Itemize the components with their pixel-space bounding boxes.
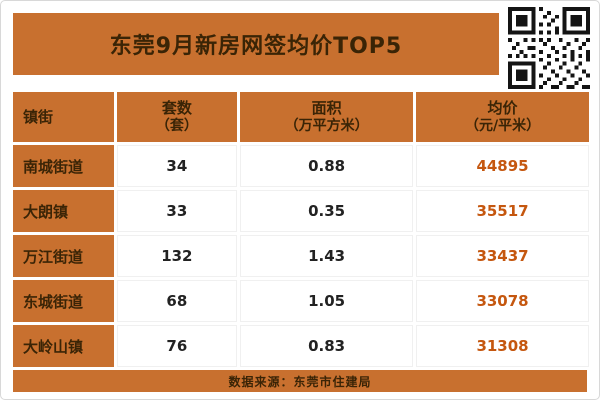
units-cell: 76: [116, 325, 238, 367]
town-cell: 大朗镇: [13, 190, 114, 232]
price-table: 镇街 套数 （套） 面积 （万平方米） 均价 （元/平米） 南城街道 34: [10, 89, 592, 370]
area-cell: 0.88: [240, 145, 414, 187]
column-header-label: 套数: [161, 98, 192, 117]
area-cell: 0.83: [240, 325, 414, 367]
town-cell: 东城街道: [13, 280, 114, 322]
column-header-unit-label: （套）: [155, 117, 198, 134]
town-cell: 万江街道: [13, 235, 114, 277]
town-cell: 大岭山镇: [13, 325, 114, 367]
column-header-label: 镇街: [23, 107, 54, 126]
table-row: 万江街道 132 1.43 33437: [13, 235, 589, 277]
price-cell: 33437: [416, 235, 589, 277]
header-section: 东莞9月新房网签均价TOP5: [10, 7, 590, 89]
units-cell: 132: [116, 235, 238, 277]
table-row: 大岭山镇 76 0.83 31308: [13, 325, 589, 367]
area-cell: 1.43: [240, 235, 414, 277]
price-cell: 44895: [416, 145, 589, 187]
page-title: 东莞9月新房网签均价TOP5: [109, 34, 403, 59]
units-cell: 68: [116, 280, 238, 322]
column-header-label: 面积: [311, 98, 342, 117]
price-cell: 35517: [416, 190, 589, 232]
table-row: 东城街道 68 1.05 33078: [13, 280, 589, 322]
qr-code-icon: [508, 7, 590, 89]
column-header-unit-label: （万平方米）: [284, 117, 369, 134]
area-cell: 0.35: [240, 190, 414, 232]
area-cell: 1.05: [240, 280, 414, 322]
column-header-price: 均价 （元/平米）: [416, 92, 589, 142]
column-header-unit-label: （元/平米）: [464, 117, 541, 134]
table-row: 南城街道 34 0.88 44895: [13, 145, 589, 187]
data-source-text: 数据来源：东莞市住建局: [228, 374, 372, 389]
column-header-town: 镇街: [13, 92, 114, 142]
town-cell: 南城街道: [13, 145, 114, 187]
units-cell: 34: [116, 145, 238, 187]
units-cell: 33: [116, 190, 238, 232]
price-cell: 31308: [416, 325, 589, 367]
column-header-label: 均价: [487, 98, 518, 117]
column-header-units: 套数 （套）: [116, 92, 238, 142]
table-row: 大朗镇 33 0.35 35517: [13, 190, 589, 232]
title-bar: 东莞9月新房网签均价TOP5: [13, 13, 499, 75]
price-cell: 33078: [416, 280, 589, 322]
data-source-bar: 数据来源：东莞市住建局: [13, 370, 587, 392]
column-header-area: 面积 （万平方米）: [240, 92, 414, 142]
table-header-row: 镇街 套数 （套） 面积 （万平方米） 均价 （元/平米）: [13, 92, 589, 142]
